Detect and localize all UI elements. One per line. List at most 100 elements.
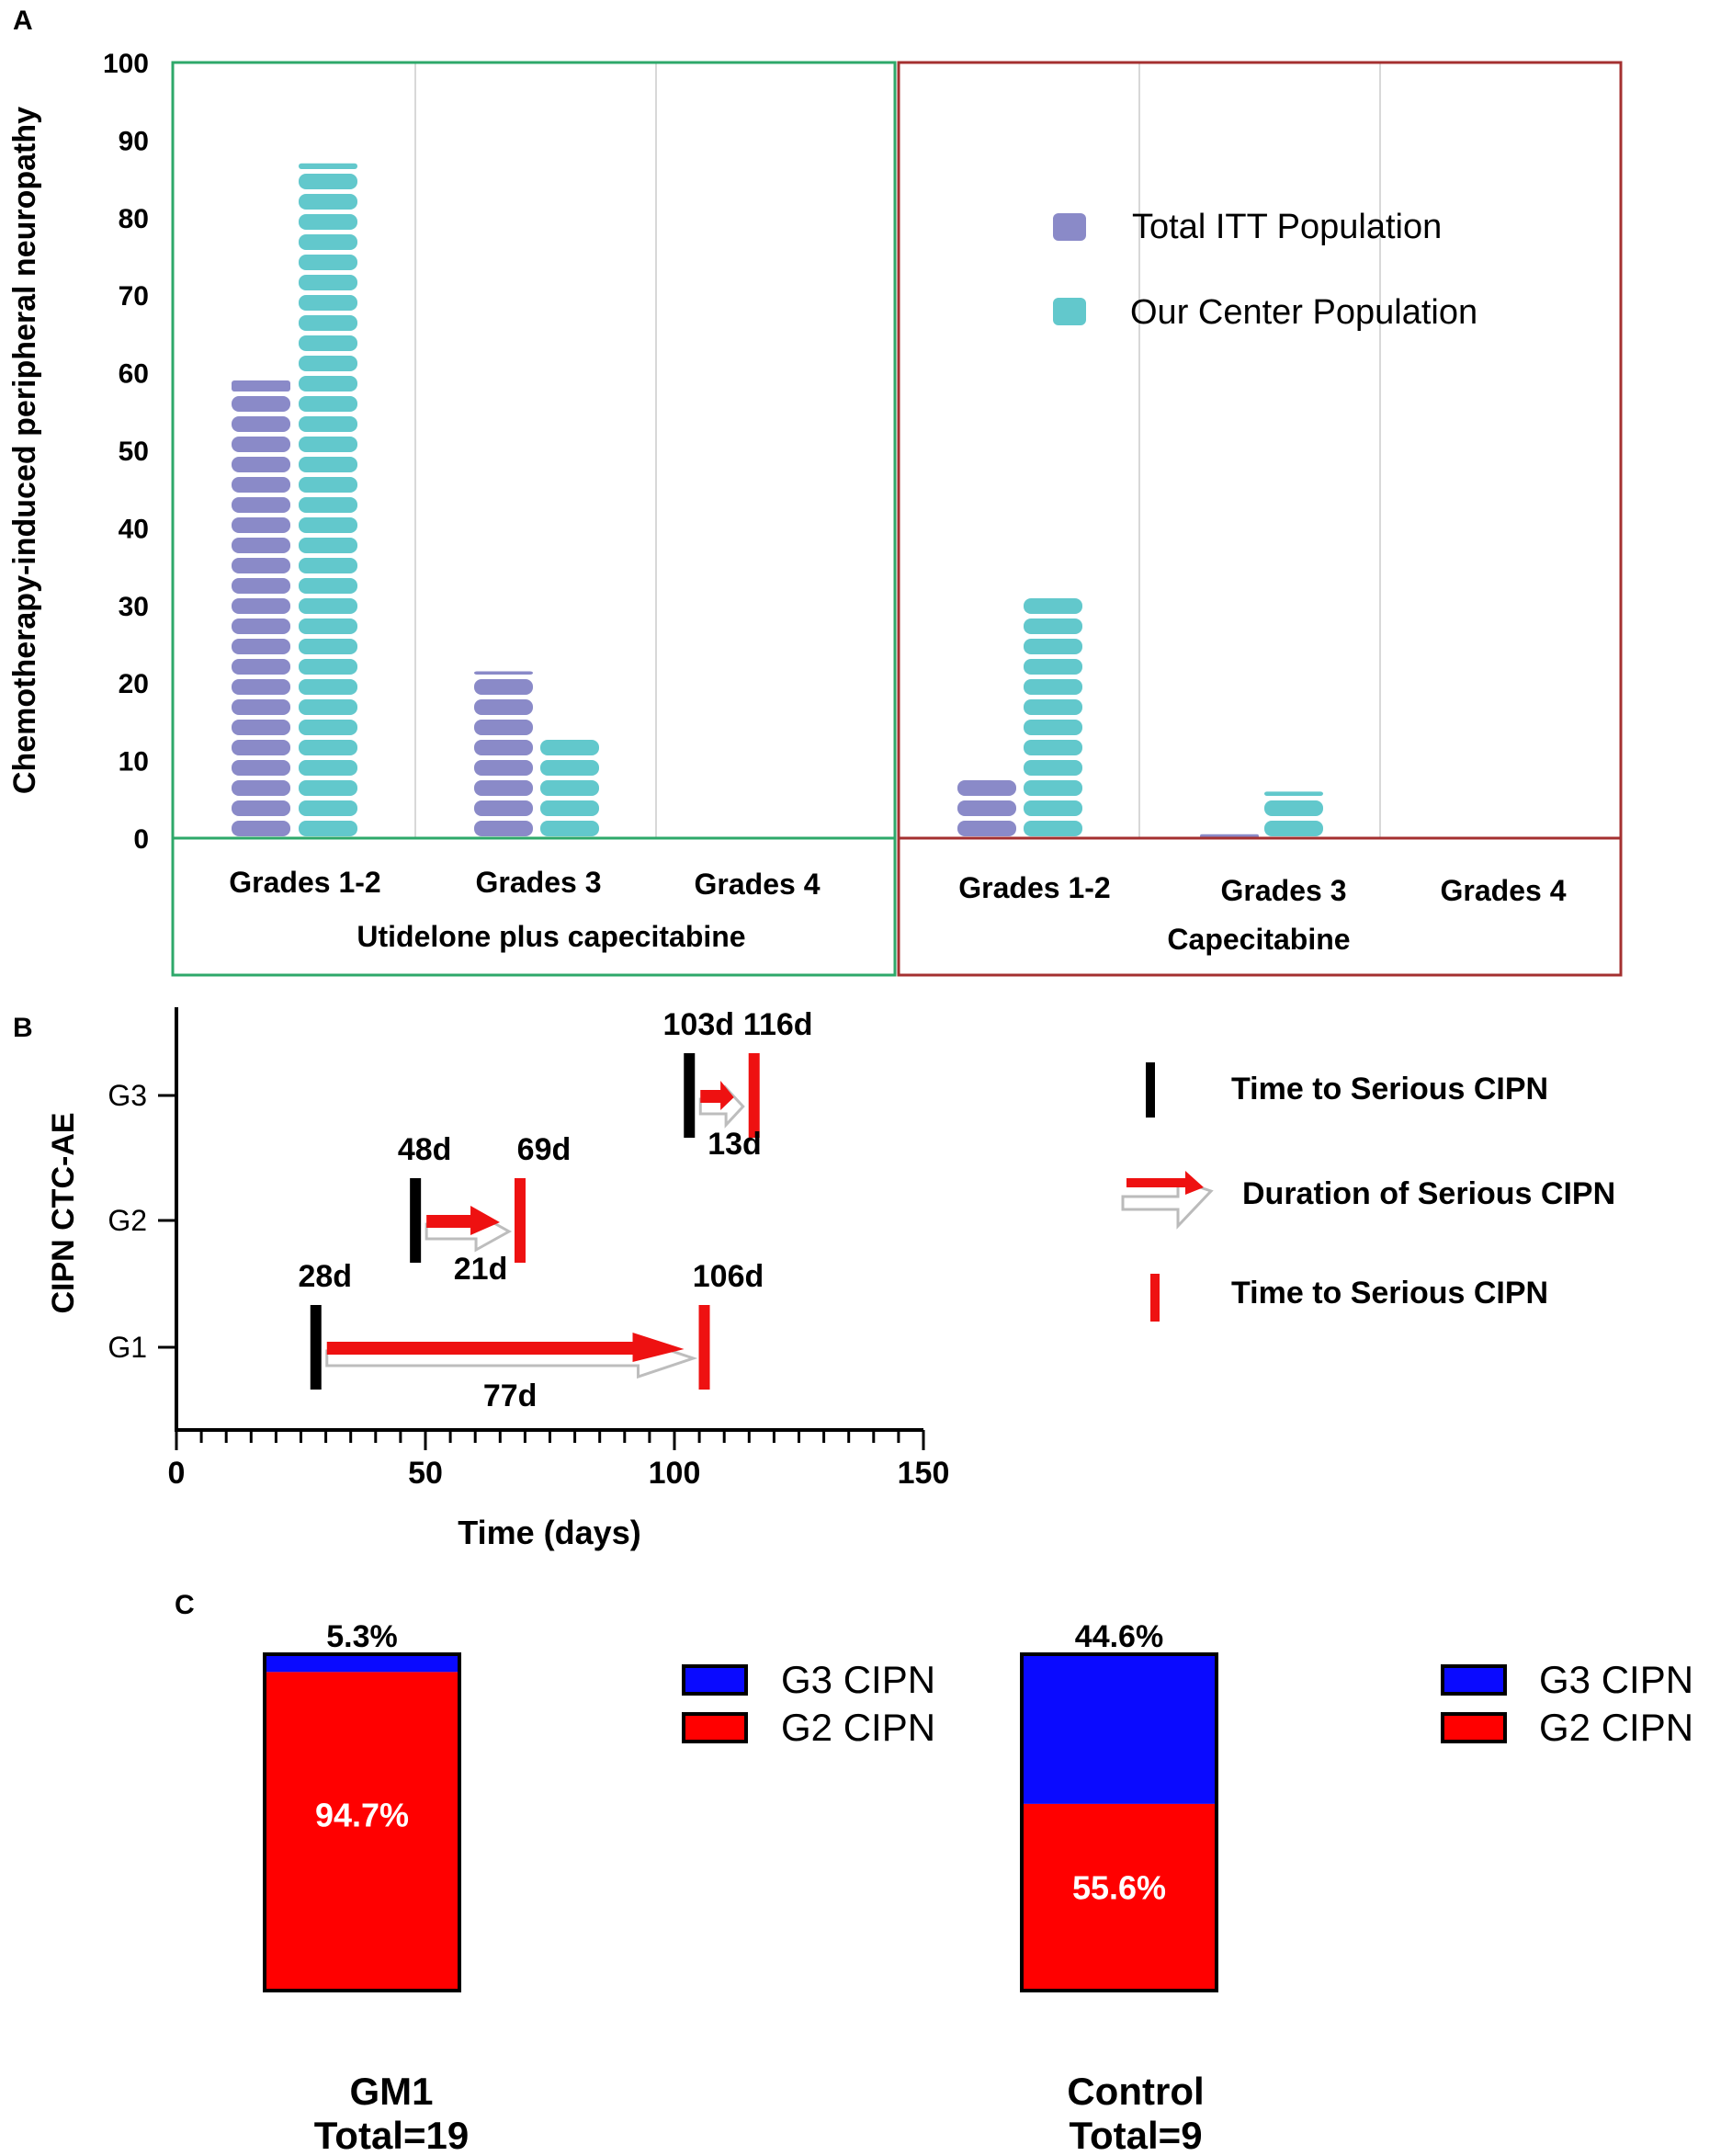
legend-c2-g3-label: G3 CIPN bbox=[1539, 1658, 1693, 1701]
panel-a-cat-util-grades-4: Grades 4 bbox=[695, 868, 821, 901]
legend-swatch-center bbox=[1053, 298, 1086, 325]
legend-c1-g3-label: G3 CIPN bbox=[781, 1658, 935, 1701]
segment-g2-label: 55.6% bbox=[1072, 1868, 1166, 1906]
bar-stripe bbox=[299, 335, 357, 351]
bar-stripe bbox=[474, 720, 533, 735]
bar-stripe bbox=[299, 194, 357, 210]
bar-stripe bbox=[1024, 821, 1082, 836]
bar-stripe bbox=[232, 457, 290, 472]
panel-a-ytick-label: 100 bbox=[103, 49, 149, 79]
bar-stripe bbox=[299, 497, 357, 513]
timeline-start-marker bbox=[410, 1178, 422, 1263]
bar-stripe bbox=[540, 780, 599, 796]
bar-stripe bbox=[299, 517, 357, 533]
bar-stripe bbox=[232, 437, 290, 452]
legend-b-arrow-icon bbox=[1121, 1171, 1214, 1230]
bar-stripe bbox=[474, 821, 533, 836]
bar-stripe bbox=[232, 780, 290, 796]
panel-a-ytick-label: 90 bbox=[119, 126, 149, 156]
timeline-end-marker bbox=[748, 1053, 760, 1138]
legend-b-label-start: Time to Serious CIPN bbox=[1231, 1072, 1548, 1106]
bar-stripe bbox=[299, 538, 357, 553]
bar-stripe bbox=[232, 800, 290, 816]
segment-g3 bbox=[1022, 1654, 1217, 1804]
segment-g2-label: 94.7% bbox=[315, 1796, 409, 1833]
bar-stripe bbox=[232, 720, 290, 735]
bar-stripe bbox=[1024, 659, 1082, 675]
bar-stripe bbox=[1024, 598, 1082, 614]
bar-stripe bbox=[232, 538, 290, 553]
segment-g2 bbox=[1022, 1803, 1217, 1991]
timeline-row-g3: 103d 116d 13d bbox=[663, 1007, 813, 1162]
legend-c1-g2-swatch bbox=[682, 1712, 748, 1743]
timeline-end-label: 106d bbox=[693, 1259, 764, 1294]
bar-stripe bbox=[299, 821, 357, 836]
panel-a-ytick-label: 30 bbox=[119, 592, 149, 622]
bar-stripe bbox=[299, 659, 357, 675]
timeline-arrow bbox=[326, 1333, 685, 1362]
bar-stripe bbox=[1264, 821, 1323, 836]
legend-label-center: Our Center Population bbox=[1130, 293, 1477, 332]
timeline-duration-label: 21d bbox=[454, 1252, 508, 1287]
bar-stripe bbox=[299, 437, 357, 452]
bar-stripe bbox=[232, 517, 290, 533]
timeline-end-label: 116d bbox=[743, 1007, 813, 1042]
panel-a-cat-cape-grades-4: Grades 4 bbox=[1441, 874, 1567, 907]
legend-c2-g3-swatch bbox=[1441, 1664, 1507, 1696]
bar-itt bbox=[232, 380, 290, 836]
timeline-row-g2: 48d 69d 21d bbox=[398, 1132, 571, 1287]
bar-stripe bbox=[299, 234, 357, 250]
bar-stripe bbox=[1024, 679, 1082, 695]
bar-stripe bbox=[540, 760, 599, 776]
bar-center bbox=[1024, 598, 1082, 836]
panel-a-ytick-label: 20 bbox=[119, 669, 149, 699]
bar-stripe bbox=[299, 679, 357, 695]
timeline-start-marker bbox=[310, 1305, 322, 1390]
bar-stripe bbox=[1024, 780, 1082, 796]
legend-c1-g2-label: G2 CIPN bbox=[781, 1706, 935, 1749]
panel-a-gridlines bbox=[414, 62, 1381, 838]
segment-g3-label: 44.6% bbox=[1075, 1619, 1163, 1654]
stacked-bar-outline bbox=[263, 1652, 461, 1992]
bar-stripe bbox=[232, 679, 290, 695]
bar-stripe bbox=[299, 163, 357, 169]
bar-stripe bbox=[474, 740, 533, 755]
bar-stripe bbox=[299, 558, 357, 573]
legend-b-red-marker-icon bbox=[1150, 1274, 1160, 1322]
panel-b-x-tick-label: 50 bbox=[408, 1456, 443, 1491]
bar-stripe bbox=[299, 174, 357, 189]
segment-g2 bbox=[265, 1672, 459, 1991]
bar-stripe bbox=[232, 618, 290, 634]
panel-a-ylabel: Chemotherapy-induced peripheral neuropat… bbox=[7, 107, 42, 794]
bar-stripe bbox=[1024, 720, 1082, 735]
bar-stripe bbox=[299, 760, 357, 776]
bar-stripe bbox=[299, 578, 357, 594]
bar-stripe bbox=[299, 618, 357, 634]
bar-stripe bbox=[299, 396, 357, 412]
stacked-bar-total: Total=19 bbox=[314, 2114, 469, 2156]
bar-stripe bbox=[232, 497, 290, 513]
legend-swatch-itt bbox=[1053, 213, 1086, 241]
bar-stripe bbox=[299, 477, 357, 493]
bar-stripe bbox=[299, 720, 357, 735]
bar-stripe bbox=[540, 740, 599, 755]
stacked-bar-name: Control bbox=[1067, 2070, 1204, 2113]
bar-stripe bbox=[474, 760, 533, 776]
panel-b-x-tick-label: 150 bbox=[898, 1456, 950, 1491]
panel-b-y-ticks: G3 G2 G1 bbox=[108, 1079, 176, 1364]
panel-label-b: B bbox=[13, 1013, 33, 1043]
segment-g3 bbox=[265, 1654, 459, 1673]
bar-stripe bbox=[957, 821, 1016, 836]
bar-stripe bbox=[232, 821, 290, 836]
bar-stripe bbox=[232, 380, 290, 391]
timeline-end-marker bbox=[698, 1305, 710, 1390]
panel-b-y-tick-label: G2 bbox=[108, 1204, 147, 1237]
bar-itt bbox=[957, 780, 1016, 836]
bar-stripe bbox=[957, 780, 1016, 796]
bar-stripe bbox=[1024, 639, 1082, 654]
bar-stripe bbox=[1264, 800, 1323, 816]
bar-stripe bbox=[232, 558, 290, 573]
stacked-bar-name: GM1 bbox=[349, 2070, 433, 2113]
bar-stripe bbox=[232, 477, 290, 493]
